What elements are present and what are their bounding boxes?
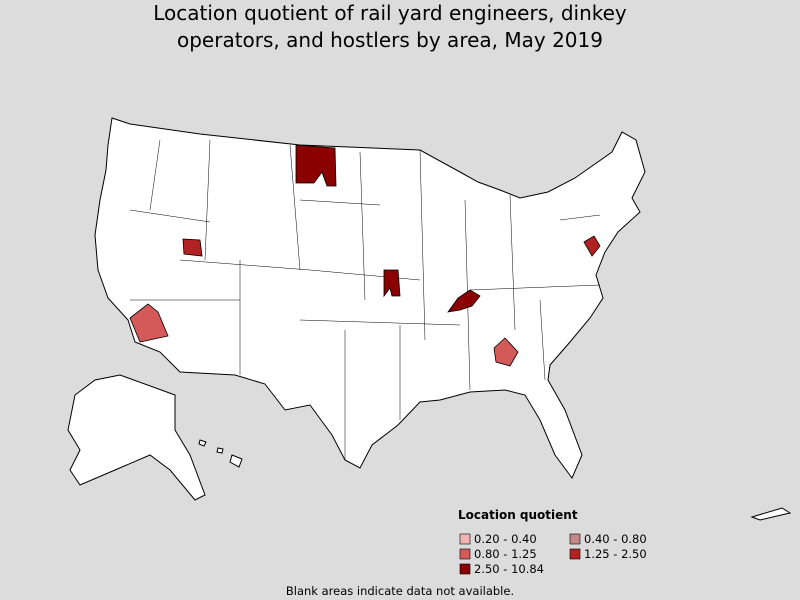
us-map [67, 117, 792, 521]
legend-label: 0.80 - 1.25 [474, 547, 537, 561]
legend-label: 2.50 - 10.84 [474, 562, 544, 576]
legend-label: 0.40 - 0.80 [584, 532, 647, 546]
alaska [67, 374, 206, 501]
region-utah [182, 238, 203, 257]
region-kansas-missouri [383, 269, 401, 298]
region-southern-california [129, 303, 169, 343]
legend-title: Location quotient [458, 508, 578, 522]
legend-swatch [459, 548, 471, 560]
legend-label: 0.20 - 0.40 [474, 532, 537, 546]
region-pennsylvania [583, 235, 601, 257]
legend: Location quotient 0.20 - 0.40 0.40 - 0.80… [458, 508, 647, 576]
hawaii [198, 439, 243, 468]
region-north-dakota [295, 144, 337, 187]
legend-swatch [569, 533, 581, 545]
title-line: operators, and hostlers by area, May 201… [177, 28, 603, 52]
title-line: Location quotient of rail yard engineers… [153, 1, 627, 25]
legend-swatch [459, 563, 471, 575]
legend-label: 1.25 - 2.50 [584, 547, 647, 561]
footnote: Blank areas indicate data not available. [286, 584, 514, 598]
region-kentucky-tennessee [447, 289, 481, 313]
region-georgia [493, 337, 519, 367]
puerto-rico [750, 507, 792, 521]
legend-swatch [459, 533, 471, 545]
legend-swatch [569, 548, 581, 560]
contiguous-us [94, 117, 646, 479]
